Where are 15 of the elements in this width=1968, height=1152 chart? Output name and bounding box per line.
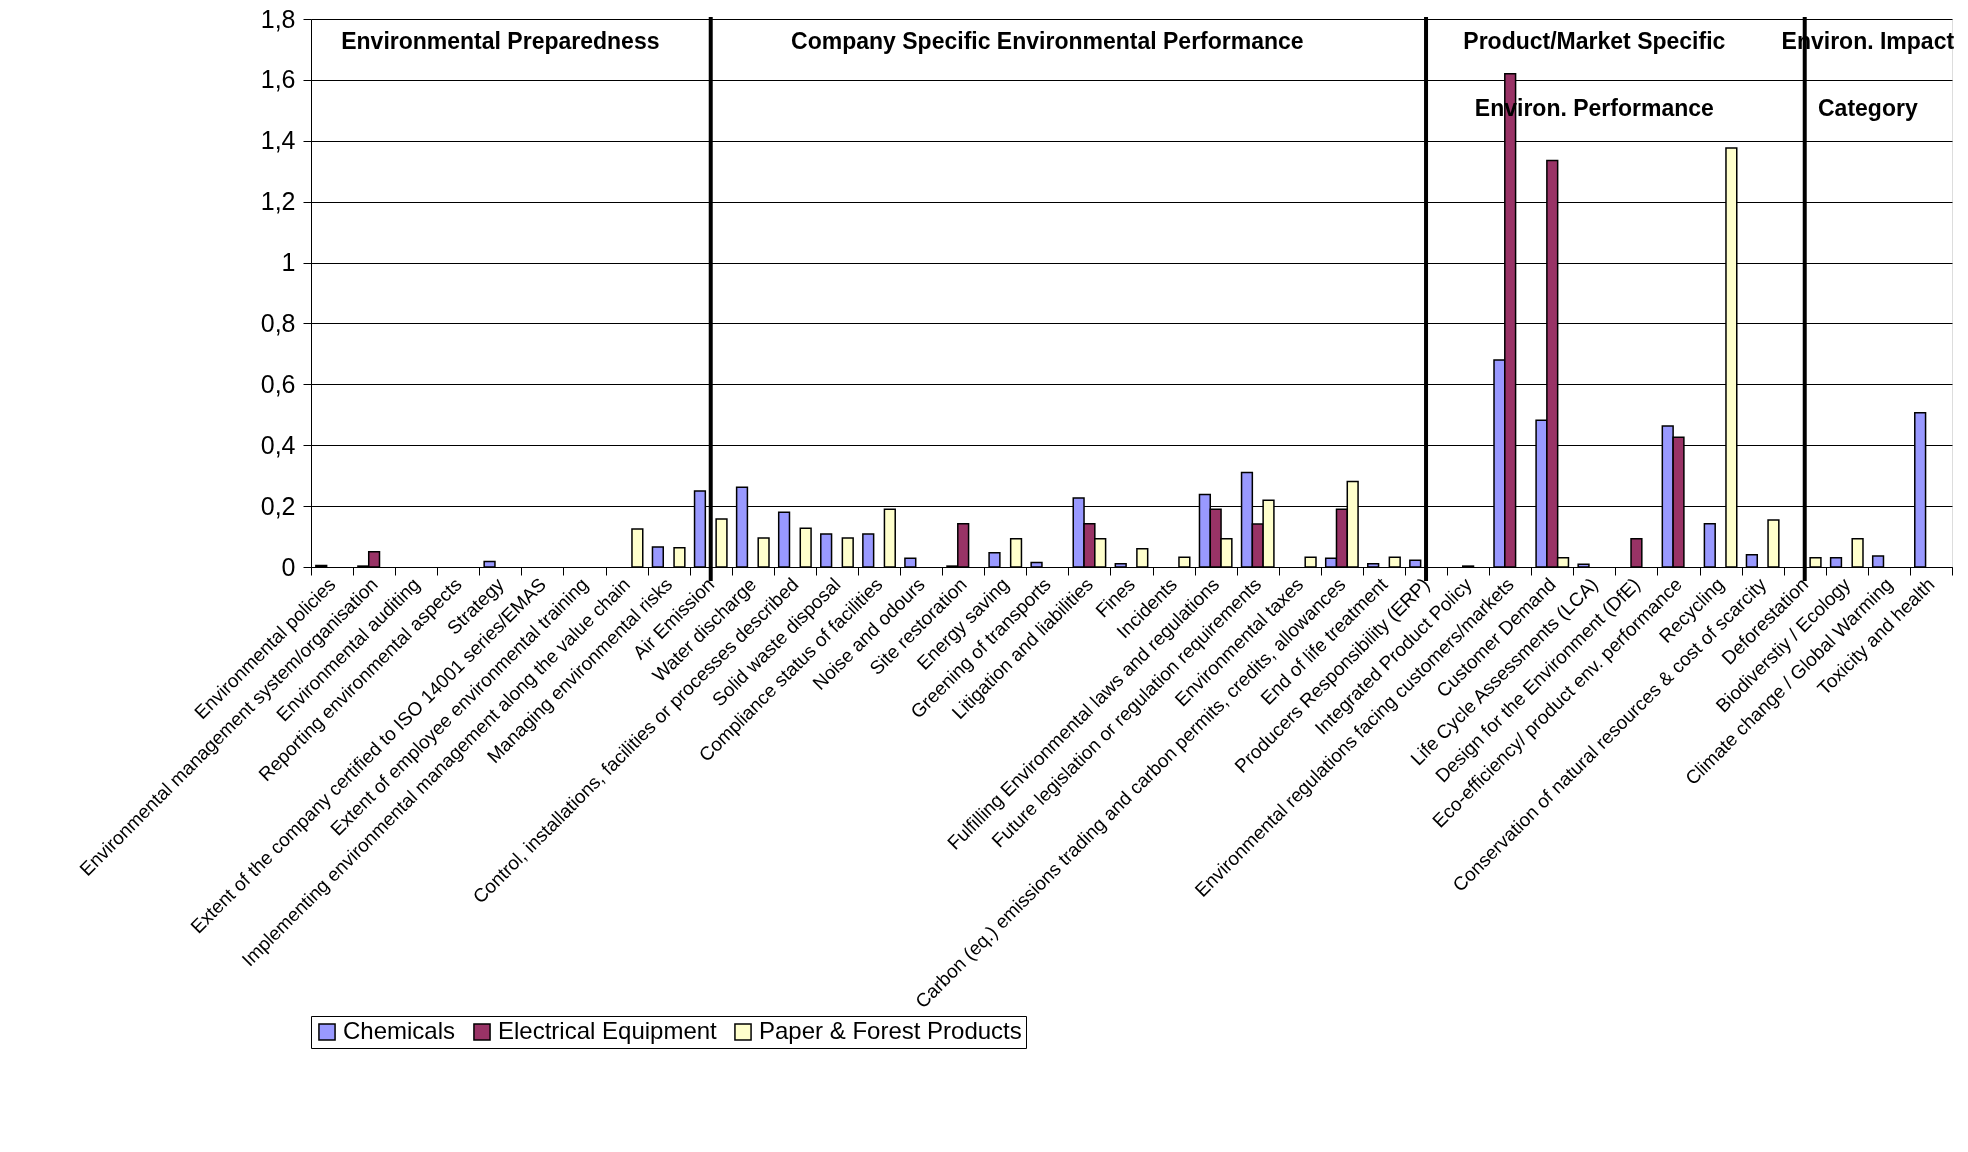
legend-label: Paper & Forest Products bbox=[759, 1017, 1022, 1044]
annotation: Environmental Preparedness bbox=[341, 28, 660, 54]
y-tick-label: 1,2 bbox=[260, 187, 296, 216]
y-tick-label: 1,6 bbox=[260, 65, 296, 94]
y-tick-label: 0,8 bbox=[260, 308, 296, 337]
legend-label: Chemicals bbox=[343, 1017, 456, 1044]
annotation: Company Specific Environmental Performance bbox=[791, 28, 1304, 54]
y-tick-label: 0 bbox=[281, 552, 296, 581]
y-tick-label: 0,4 bbox=[260, 430, 296, 459]
y-tick-label: 1,4 bbox=[260, 126, 296, 155]
y-tick-label: 1,8 bbox=[260, 4, 296, 33]
y-tick-label: 0,2 bbox=[260, 491, 296, 520]
legend-label: Electrical Equipment bbox=[498, 1017, 718, 1044]
y-tick-label: 0,6 bbox=[260, 369, 296, 398]
y-tick-label: 1 bbox=[281, 248, 296, 277]
